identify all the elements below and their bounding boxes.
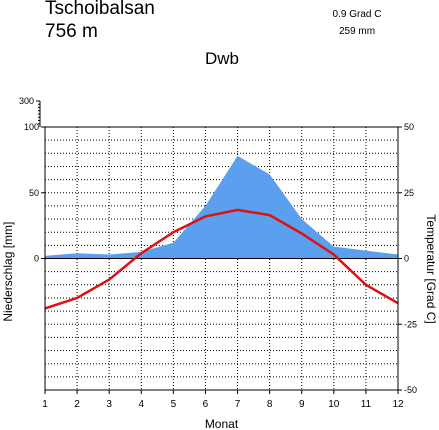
x-tick-label: 10: [328, 399, 340, 410]
y-left-tick-label: 300: [19, 96, 34, 106]
mean-temperature: 0.9 Grad C: [332, 9, 382, 20]
y-left-tick-label: 50: [29, 188, 39, 198]
x-tick-label: 7: [235, 399, 241, 410]
annual-precipitation: 259 mm: [338, 26, 376, 37]
x-tick-label: 5: [171, 399, 177, 410]
grid-lines: [45, 127, 398, 390]
x-tick-label: 4: [138, 399, 144, 410]
x-tick-label: 2: [74, 399, 80, 410]
x-tick-label: 11: [361, 399, 372, 410]
y-right-tick-label: 50: [404, 122, 414, 132]
x-tick-label: 9: [299, 399, 305, 410]
precipitation-area: [45, 155, 398, 259]
y-axis-label-right: Temperatur [Grad C]: [424, 214, 438, 323]
x-tick-label: 3: [106, 399, 112, 410]
x-tick-label: 12: [392, 399, 404, 410]
y-right-tick-label: -25: [404, 319, 417, 329]
precipitation-area-layer: [44, 155, 399, 259]
x-tick-label: 1: [42, 399, 48, 410]
y-left-tick-label: 100: [24, 122, 39, 132]
x-axis-label: Monat: [205, 417, 239, 430]
y-right-tick-label: -50: [404, 385, 417, 395]
station-name: Tschoibalsan: [45, 0, 155, 19]
y-right-tick-label: 0: [404, 254, 409, 264]
y-right-tick-label: 25: [404, 188, 414, 198]
y-left-tick-label: 0: [34, 254, 39, 264]
x-tick-label: 6: [203, 399, 209, 410]
climate-classification: Dwb: [204, 49, 239, 68]
y-axis-label-left: Niederschlag [mm]: [1, 222, 15, 322]
station-elevation: 756 m: [45, 21, 98, 42]
temperature-line: [44, 208, 399, 310]
x-tick-label: 8: [267, 399, 273, 410]
